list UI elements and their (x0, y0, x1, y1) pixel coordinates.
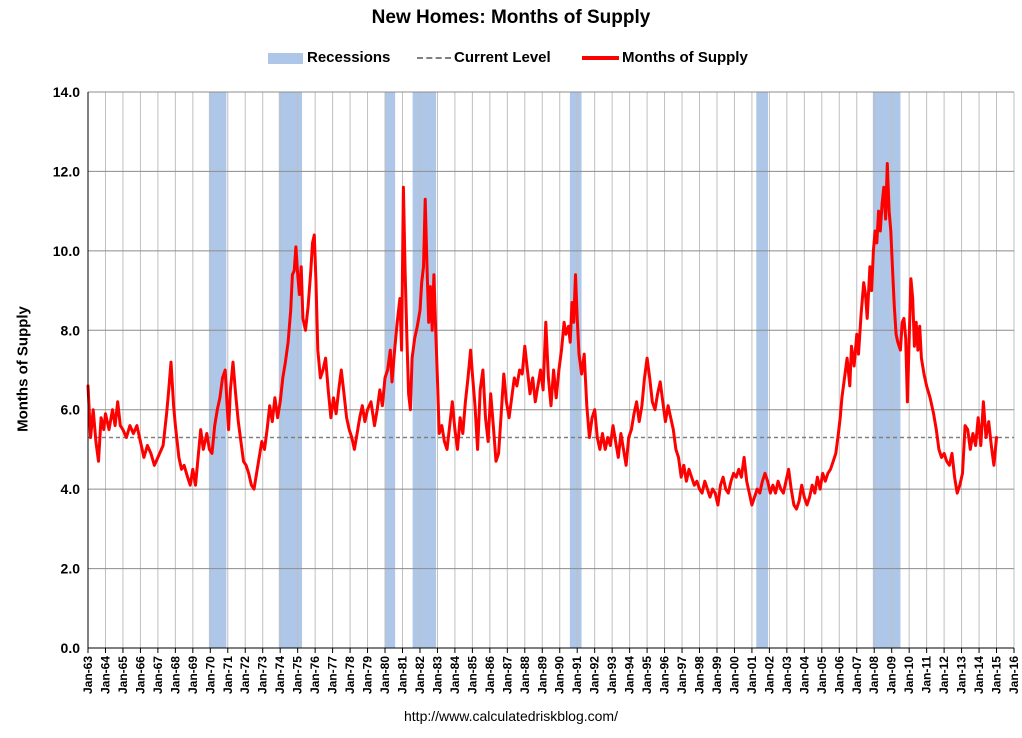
x-tick-label: Jan-02 (762, 656, 776, 694)
x-tick-label: Jan-88 (518, 656, 532, 694)
x-tick-label: Jan-97 (675, 656, 689, 694)
x-tick-label: Jan-95 (640, 656, 654, 694)
x-tick-label: Jan-01 (745, 656, 759, 694)
x-tick-label: Jan-76 (308, 656, 322, 694)
x-tick-label: Jan-89 (535, 656, 549, 694)
x-tick-label: Jan-93 (605, 656, 619, 694)
series-line-months-of-supply (86, 162, 998, 511)
x-tick-label: Jan-94 (623, 656, 637, 694)
x-tick-label: Jan-64 (98, 656, 112, 694)
recession-band-4 (412, 92, 437, 648)
x-tick-label: Jan-75 (291, 656, 305, 694)
x-tick-label: Jan-07 (850, 656, 864, 694)
x-tick-label: Jan-83 (430, 656, 444, 694)
x-tick-label: Jan-69 (186, 656, 200, 694)
x-tick-label: Jan-96 (658, 656, 672, 694)
y-tick-label: 6.0 (61, 402, 81, 418)
x-tick-label: Jan-05 (815, 656, 829, 694)
x-tick-label: Jan-67 (151, 656, 165, 694)
recession-band-5 (569, 92, 582, 648)
x-tick-label: Jan-08 (867, 656, 881, 694)
x-tick-label: Jan-03 (780, 656, 794, 694)
x-tick-label: Jan-65 (116, 656, 130, 694)
y-tick-label: 14.0 (53, 84, 80, 100)
y-tick-label: 0.0 (61, 640, 81, 656)
x-tick-label: Jan-78 (343, 656, 357, 694)
legend-label-recessions: Recessions (307, 49, 391, 66)
y-tick-label: 8.0 (61, 322, 81, 338)
x-tick-label: Jan-79 (361, 656, 375, 694)
x-tick-label: Jan-00 (727, 656, 741, 694)
x-tick-label: Jan-81 (395, 656, 409, 694)
x-tick-label: Jan-72 (238, 656, 252, 694)
legend-swatch-months-of-supply (582, 56, 619, 60)
x-tick-label: Jan-06 (832, 656, 846, 694)
x-tick-label: Jan-71 (221, 656, 235, 694)
x-tick-label: Jan-90 (553, 656, 567, 694)
x-tick-label: Jan-09 (885, 656, 899, 694)
x-tick-label: Jan-98 (693, 656, 707, 694)
x-tick-label: Jan-87 (500, 656, 514, 694)
x-tick-label: Jan-68 (168, 656, 182, 694)
chart-title: New Homes: Months of Supply (371, 7, 651, 28)
x-tick-label: Jan-74 (273, 656, 287, 694)
x-tick-label: Jan-13 (955, 656, 969, 694)
y-tick-label: 10.0 (53, 243, 80, 259)
y-tick-label: 2.0 (61, 561, 81, 577)
x-tick-label: Jan-80 (378, 656, 392, 694)
x-tick-label: Jan-63 (81, 656, 95, 694)
legend: Recessions Current Level Months of Suppl… (0, 48, 1022, 68)
x-tick-label: Jan-10 (902, 656, 916, 694)
recession-band-2 (278, 92, 303, 648)
x-tick-label: Jan-84 (448, 656, 462, 694)
recession-band-6 (756, 92, 768, 648)
source-url: http://www.calculatedriskblog.com/ (404, 708, 618, 724)
x-tick-label: Jan-73 (256, 656, 270, 694)
legend-swatch-current-level (417, 57, 451, 59)
legend-swatch-recessions (268, 53, 303, 64)
x-tick-label: Jan-99 (710, 656, 724, 694)
x-tick-label: Jan-15 (990, 656, 1004, 694)
x-tick-label: Jan-04 (797, 656, 811, 694)
x-tick-label: Jan-86 (483, 656, 497, 694)
y-tick-label: 4.0 (61, 481, 81, 497)
x-tick-label: Jan-66 (133, 656, 147, 694)
y-tick-label: 12.0 (53, 163, 80, 179)
recession-band-1 (208, 92, 227, 648)
legend-label-months-of-supply: Months of Supply (622, 49, 748, 66)
x-tick-label: Jan-11 (920, 656, 934, 694)
x-tick-label: Jan-14 (972, 656, 986, 694)
legend-label-current-level: Current Level (454, 49, 551, 66)
x-tick-label: Jan-70 (203, 656, 217, 694)
x-tick-label: Jan-92 (588, 656, 602, 694)
x-tick-label: Jan-85 (465, 656, 479, 694)
x-tick-label: Jan-16 (1007, 656, 1021, 694)
x-tick-label: Jan-91 (570, 656, 584, 694)
x-tick-label: Jan-82 (413, 656, 427, 694)
x-tick-label: Jan-12 (937, 656, 951, 694)
x-tick-label: Jan-77 (326, 656, 340, 694)
